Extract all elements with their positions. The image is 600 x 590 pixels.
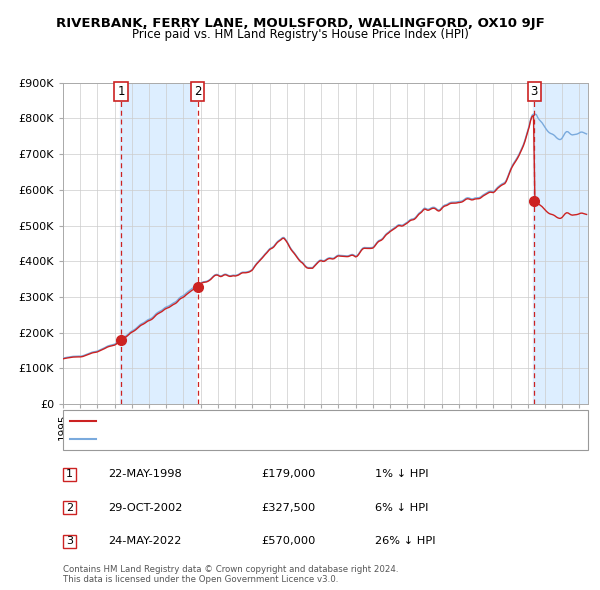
- Text: 3: 3: [66, 536, 73, 546]
- Text: 24-MAY-2022: 24-MAY-2022: [108, 536, 181, 546]
- Text: 1% ↓ HPI: 1% ↓ HPI: [375, 469, 428, 479]
- Text: HPI: Average price, detached house, South Oxfordshire: HPI: Average price, detached house, Sout…: [100, 434, 374, 444]
- Text: £570,000: £570,000: [261, 536, 316, 546]
- Bar: [121, 83, 196, 404]
- Text: 3: 3: [530, 85, 538, 98]
- Text: RIVERBANK, FERRY LANE, MOULSFORD, WALLINGFORD, OX10 9JF: RIVERBANK, FERRY LANE, MOULSFORD, WALLIN…: [56, 17, 544, 30]
- Text: RIVERBANK, FERRY LANE, MOULSFORD, WALLINGFORD, OX10 9JF (detached house): RIVERBANK, FERRY LANE, MOULSFORD, WALLIN…: [100, 417, 516, 427]
- Text: 6% ↓ HPI: 6% ↓ HPI: [375, 503, 428, 513]
- Text: £327,500: £327,500: [261, 503, 315, 513]
- Text: 2: 2: [194, 85, 202, 98]
- Text: 1: 1: [66, 469, 73, 479]
- Text: Price paid vs. HM Land Registry's House Price Index (HPI): Price paid vs. HM Land Registry's House …: [131, 28, 469, 41]
- Text: 2: 2: [66, 503, 73, 513]
- Text: 26% ↓ HPI: 26% ↓ HPI: [375, 536, 436, 546]
- Text: Contains HM Land Registry data © Crown copyright and database right 2024.
This d: Contains HM Land Registry data © Crown c…: [63, 565, 398, 584]
- Bar: [533, 83, 588, 404]
- Text: £179,000: £179,000: [261, 469, 316, 479]
- Text: 29-OCT-2002: 29-OCT-2002: [108, 503, 182, 513]
- Text: 22-MAY-1998: 22-MAY-1998: [108, 469, 182, 479]
- Text: 1: 1: [117, 85, 125, 98]
